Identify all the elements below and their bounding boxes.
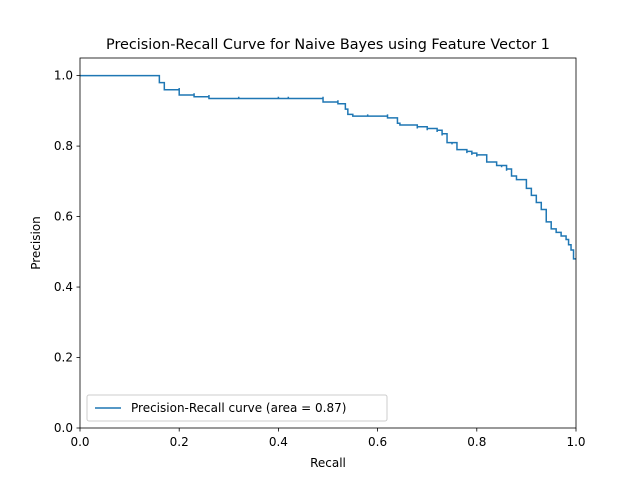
series-layer [80,74,576,260]
legend: Precision-Recall curve (area = 0.87) [86,394,388,422]
plot-frame [79,57,577,429]
y-tick-label: 0.0 [54,421,73,435]
x-axis-label: Recall [310,456,346,470]
chart-title: Precision-Recall Curve for Naive Bayes u… [106,37,550,53]
x-tick-label: 0.2 [170,435,189,449]
y-tick-label: 0.2 [54,351,73,365]
y-tick-label: 0.4 [54,280,73,294]
plot-area [80,58,576,428]
plot-background [80,58,576,428]
x-tick-label: 0.0 [70,435,89,449]
x-tick-label: 1.0 [566,435,585,449]
y-axis-label: Precision [29,216,43,270]
x-tick-label: 0.4 [269,435,288,449]
y-tick-label: 0.6 [54,210,73,224]
series-line [80,74,576,260]
y-tick-label: 0.8 [54,139,73,153]
ticks-layer: 0.0 0.2 0.4 0.6 0.8 1.0 0.0 0.2 0.4 0.6 0.8 1.0 [54,69,586,449]
legend-label: Precision-Recall curve (area = 0.87) [131,401,346,415]
x-tick-label: 0.8 [467,435,486,449]
x-tick-label: 0.6 [368,435,387,449]
legend-box [86,394,388,422]
y-tick-label: 1.0 [54,69,73,83]
